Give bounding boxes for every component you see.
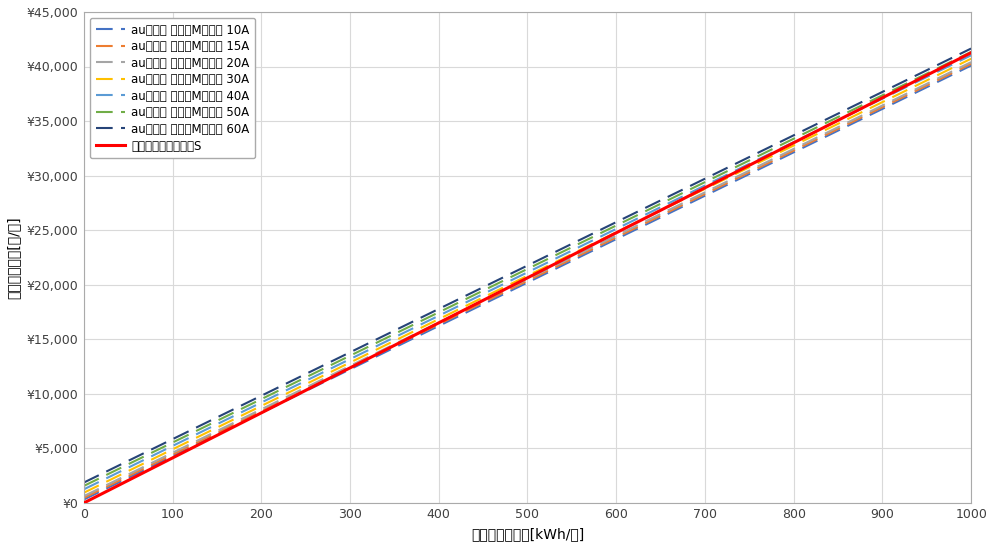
- auでんき でんきMプラン 15A: [965, 60, 977, 67]
- auでんき でんきMプラン 15A: [509, 283, 521, 290]
- auでんき でんきMプラン 15A: [486, 295, 498, 301]
- Line: auでんき でんきMプラン 20A: auでんき でんきMプラン 20A: [83, 62, 971, 496]
- auでんき でんきMプラン 60A: [939, 58, 951, 65]
- auでんき でんきMプラン 50A: [486, 283, 498, 290]
- X-axis label: 月間電力使用量[kWh/月]: 月間電力使用量[kWh/月]: [471, 527, 584, 541]
- Line: auでんき でんきMプラン 30A: auでんき でんきMプラン 30A: [83, 59, 971, 493]
- auでんき でんきMプラン 30A: [486, 290, 498, 296]
- auでんき でんきMプラン 15A: [78, 494, 89, 501]
- auでんき でんきMプラン 20A: [78, 493, 89, 499]
- auでんき でんきMプラン 60A: [776, 138, 788, 144]
- Legend: auでんき でんきMプラン 10A, auでんき でんきMプラン 15A, auでんき でんきMプラン 20A, auでんき でんきMプラン 30A, auでん: auでんき でんきMプラン 10A, auでんき でんきMプラン 15A, au…: [89, 18, 255, 158]
- auでんき でんきMプラン 30A: [78, 489, 89, 496]
- Line: auでんき でんきMプラン 40A: auでんき でんきMプラン 40A: [83, 55, 971, 489]
- auでんき でんきMプラン 40A: [939, 65, 951, 71]
- auでんき でんきMプラン 30A: [939, 68, 951, 75]
- auでんき でんきMプラン 50A: [78, 483, 89, 489]
- Line: auでんき でんきMプラン 10A: auでんき でんきMプラン 10A: [83, 66, 971, 500]
- 楽天でんき　プランS: [776, 145, 788, 152]
- auでんき でんきMプラン 40A: [123, 464, 135, 471]
- auでんき でんきMプラン 20A: [939, 72, 951, 78]
- auでんき でんきMプラン 30A: [776, 148, 788, 155]
- 楽天でんき　プランS: [939, 62, 951, 69]
- auでんき でんきMプラン 15A: [939, 73, 951, 79]
- auでんき でんきMプラン 40A: [965, 52, 977, 59]
- auでんき でんきMプラン 50A: [939, 61, 951, 68]
- auでんき でんきMプラン 20A: [965, 59, 977, 65]
- auでんき でんきMプラン 50A: [509, 272, 521, 278]
- Line: auでんき でんきMプラン 15A: auでんき でんきMプラン 15A: [83, 64, 971, 498]
- 楽天でんき　プランS: [486, 293, 498, 299]
- 楽天でんき　プランS: [965, 49, 977, 56]
- auでんき でんきMプラン 10A: [486, 296, 498, 303]
- auでんき でんきMプラン 10A: [509, 285, 521, 292]
- auでんき でんきMプラン 50A: [939, 61, 951, 68]
- auでんき でんきMプラン 50A: [965, 49, 977, 55]
- auでんき でんきMプラン 10A: [78, 496, 89, 503]
- Line: auでんき でんきMプラン 50A: auでんき でんきMプラン 50A: [83, 52, 971, 486]
- auでんき でんきMプラン 60A: [486, 279, 498, 286]
- auでんき でんきMプラン 40A: [939, 65, 951, 71]
- auでんき でんきMプラン 10A: [965, 62, 977, 69]
- auでんき でんきMプラン 20A: [486, 293, 498, 300]
- Line: 楽天でんき　プランS: 楽天でんき プランS: [83, 53, 971, 503]
- auでんき でんきMプラン 30A: [123, 467, 135, 474]
- auでんき でんきMプラン 60A: [509, 268, 521, 275]
- auでんき でんきMプラン 50A: [123, 460, 135, 467]
- auでんき でんきMプラン 10A: [939, 75, 951, 82]
- auでんき でんきMプラン 40A: [486, 287, 498, 293]
- 楽天でんき　プランS: [939, 63, 951, 70]
- auでんき でんきMプラン 10A: [776, 155, 788, 161]
- auでんき でんきMプラン 20A: [939, 71, 951, 78]
- auでんき でんきMプラン 50A: [776, 141, 788, 147]
- auでんき でんきMプラン 15A: [776, 153, 788, 159]
- Y-axis label: 推定電気料金[円/月]: 推定電気料金[円/月]: [7, 216, 21, 299]
- auでんき でんきMプラン 30A: [965, 55, 977, 62]
- auでんき でんきMプラン 60A: [965, 45, 977, 52]
- auでんき でんきMプラン 20A: [509, 282, 521, 288]
- auでんき でんきMプラン 20A: [123, 471, 135, 477]
- auでんき でんきMプラン 15A: [939, 73, 951, 80]
- auでんき でんきMプラン 15A: [123, 472, 135, 479]
- 楽天でんき　プランS: [509, 281, 521, 287]
- auでんき でんきMプラン 20A: [776, 151, 788, 158]
- auでんき でんきMプラン 30A: [939, 68, 951, 75]
- auでんき でんきMプラン 10A: [123, 474, 135, 481]
- Line: auでんき でんきMプラン 60A: auでんき でんきMプラン 60A: [83, 49, 971, 483]
- auでんき でんきMプラン 40A: [78, 486, 89, 493]
- auでんき でんきMプラン 40A: [776, 144, 788, 151]
- 楽天でんき　プランS: [78, 500, 89, 506]
- auでんき でんきMプラン 60A: [123, 457, 135, 464]
- auでんき でんきMプラン 60A: [939, 58, 951, 65]
- auでんき でんきMプラン 60A: [78, 480, 89, 486]
- 楽天でんき　プランS: [123, 477, 135, 483]
- auでんき でんきMプラン 40A: [509, 275, 521, 282]
- auでんき でんきMプラン 10A: [939, 75, 951, 82]
- auでんき でんきMプラン 30A: [509, 278, 521, 285]
